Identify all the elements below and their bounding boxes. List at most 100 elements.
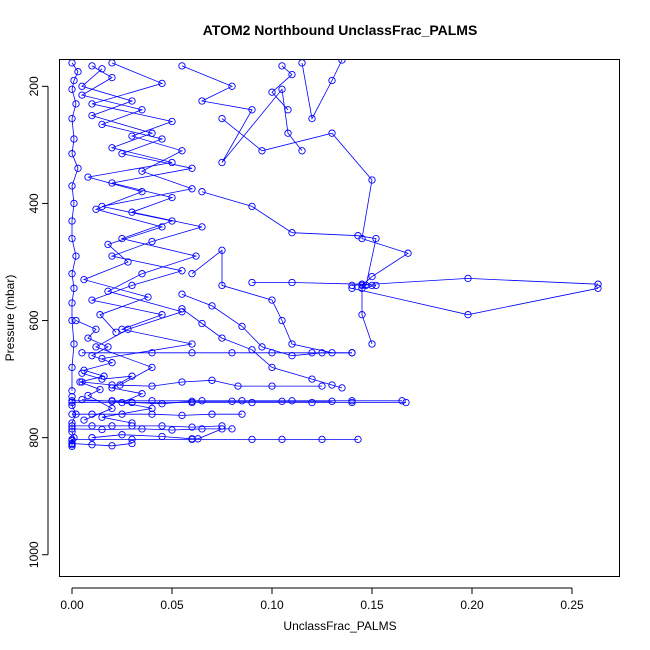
data-point (198, 397, 206, 405)
data-point (118, 234, 126, 243)
data-point (318, 435, 326, 444)
data-point (148, 382, 156, 390)
data-point (208, 410, 216, 418)
series-line-3 (81, 68, 173, 333)
y-tick-label: 800 (27, 427, 41, 447)
data-point (298, 60, 306, 67)
data-point (128, 132, 136, 140)
data-point (148, 129, 156, 137)
data-point (192, 252, 200, 260)
data-point (288, 352, 296, 360)
data-point (96, 385, 104, 394)
data-point (158, 135, 166, 143)
data-point (328, 129, 336, 137)
data-point (268, 349, 276, 357)
data-point (98, 120, 106, 129)
data-point (88, 111, 96, 120)
data-point (68, 387, 76, 395)
data-point (328, 76, 336, 85)
data-point (148, 349, 156, 357)
data-point (188, 270, 196, 278)
data-point (84, 391, 92, 400)
data-point (68, 442, 76, 451)
data-point (80, 275, 88, 284)
data-point (128, 281, 136, 290)
series-line-24 (91, 428, 223, 440)
data-point (78, 369, 86, 377)
data-point (328, 381, 336, 389)
data-point (84, 334, 92, 342)
data-point (104, 343, 112, 351)
data-point (168, 158, 176, 167)
x-tick-label: 0.10 (260, 598, 284, 612)
data-point (368, 272, 376, 281)
data-point (228, 349, 236, 357)
data-point (88, 422, 96, 430)
data-point (68, 422, 76, 430)
data-point (70, 340, 78, 348)
data-point (318, 382, 326, 390)
data-point (348, 398, 356, 407)
data-point (128, 398, 136, 407)
data-point (234, 382, 242, 390)
data-point (198, 97, 206, 105)
data-point (248, 435, 256, 444)
data-point (168, 193, 176, 202)
data-point (88, 62, 96, 70)
data-point (238, 410, 246, 418)
data-point (68, 398, 76, 407)
data-point (308, 375, 316, 383)
data-point (358, 284, 366, 292)
data-point (178, 267, 186, 275)
data-point (118, 431, 126, 439)
data-point (368, 281, 376, 290)
data-point (70, 135, 78, 143)
data-point (168, 117, 176, 126)
data-point (148, 404, 156, 413)
data-point (118, 398, 126, 407)
data-point (288, 70, 296, 79)
data-point (248, 202, 256, 211)
data-point (68, 316, 76, 325)
data-point (218, 114, 226, 123)
data-point (218, 158, 226, 167)
x-tick-label: 0.05 (160, 598, 184, 612)
data-point (68, 234, 76, 243)
series-line-0 (71, 62, 79, 391)
data-point (158, 422, 166, 430)
data-point (108, 404, 116, 413)
data-point (402, 398, 410, 407)
series-line-8 (221, 118, 409, 345)
data-point (108, 252, 116, 260)
y-tick-label: 1000 (27, 541, 41, 568)
data-point (68, 182, 76, 190)
data-point (98, 202, 106, 211)
data-point (218, 281, 226, 290)
data-point (348, 281, 356, 290)
data-point (278, 316, 286, 325)
data-point (128, 435, 136, 444)
data-point (108, 60, 116, 67)
data-point (188, 164, 196, 172)
data-point (278, 397, 286, 405)
series-line-14 (181, 293, 352, 357)
data-point (268, 363, 276, 372)
x-tick-label: 0.20 (460, 598, 484, 612)
data-point (188, 423, 196, 431)
series-line-7 (271, 65, 293, 111)
x-axis: 0.00 0.05 0.10 0.15 0.20 0.25 (60, 587, 584, 612)
data-point (218, 422, 226, 430)
y-tick-label: 400 (27, 193, 41, 213)
data-point (108, 384, 116, 392)
data-point (368, 176, 376, 184)
data-point (228, 397, 236, 405)
data-point (68, 60, 76, 67)
data-point (372, 234, 380, 243)
data-point (128, 422, 136, 430)
data-point (308, 114, 316, 123)
plot-frame (59, 59, 620, 577)
data-point (158, 400, 166, 408)
data-point (78, 82, 86, 90)
data-point (198, 188, 206, 196)
series-line-5 (181, 65, 303, 163)
